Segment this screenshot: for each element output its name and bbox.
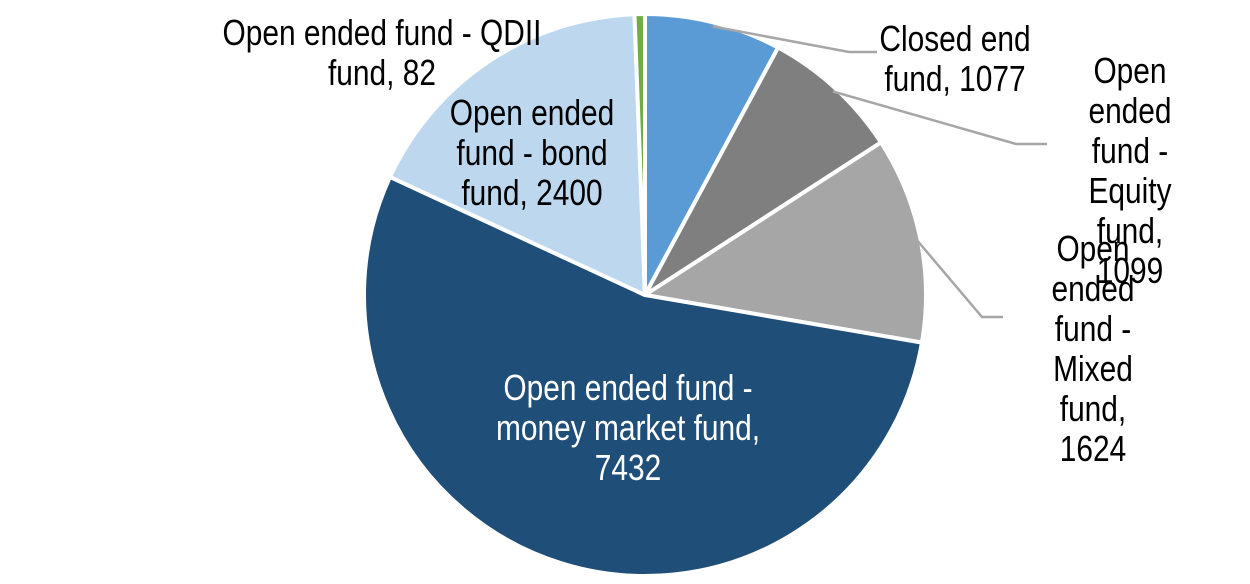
leader-line-closed-end-fund xyxy=(712,25,877,54)
pie-slice-open-ended-fund-bond-fund[interactable] xyxy=(388,12,647,297)
leader-line-open-ended-fund-equity-fund xyxy=(832,90,1047,146)
pie-slice-open-ended-fund-mixed-fund[interactable] xyxy=(643,140,928,345)
leader-line-open-ended-fund-mixed-fund xyxy=(915,238,1003,319)
pie-slice-open-ended-fund-equity-fund[interactable] xyxy=(643,45,883,297)
pie-slice-open-ended-fund-money-market-fund[interactable] xyxy=(362,174,924,578)
pie-slice-open-ended-fund-qdii-fund[interactable] xyxy=(632,12,647,297)
pie-slice-closed-end-fund[interactable] xyxy=(643,12,781,297)
